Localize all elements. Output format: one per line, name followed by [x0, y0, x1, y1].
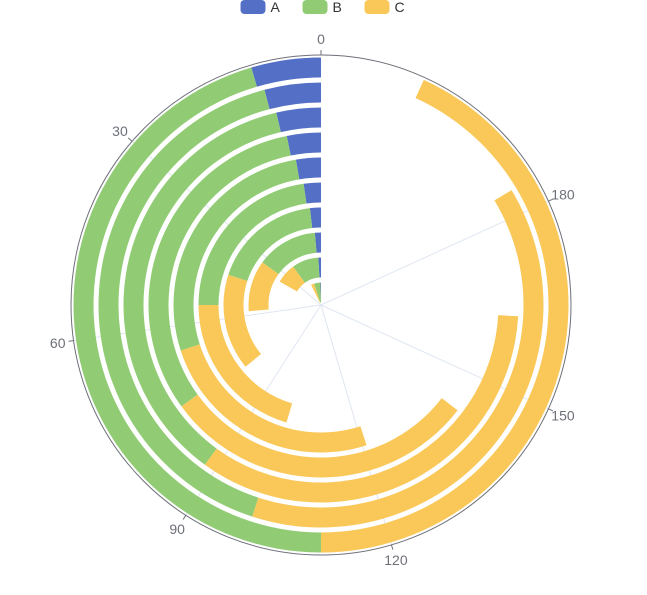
bar-A-5[interactable]	[303, 182, 321, 204]
legend-label: B	[333, 0, 342, 15]
angle-tick-label: 180	[551, 186, 575, 202]
angle-tick	[127, 137, 133, 142]
bar-A-10[interactable]	[251, 57, 321, 87]
bar-B-5[interactable]	[198, 183, 307, 305]
bar-A-6[interactable]	[295, 157, 321, 180]
bar-B-1[interactable]	[314, 282, 321, 303]
bar-B-4[interactable]	[228, 208, 313, 282]
bar-C-9[interactable]	[252, 190, 544, 528]
series-C	[180, 79, 569, 553]
bar-series-group	[73, 57, 569, 553]
series-A	[251, 57, 321, 303]
bar-B-2[interactable]	[293, 257, 320, 283]
bar-A-4[interactable]	[309, 207, 321, 229]
bar-B-8[interactable]	[123, 112, 281, 465]
bar-A-7[interactable]	[286, 132, 321, 156]
bar-A-3[interactable]	[314, 232, 321, 253]
bar-B-7[interactable]	[148, 135, 291, 407]
bar-C-2[interactable]	[279, 266, 305, 292]
bar-A-8[interactable]	[276, 107, 321, 133]
angle-tick-label: 0	[317, 31, 325, 47]
angle-tick	[548, 408, 554, 412]
bar-C-7[interactable]	[181, 394, 458, 478]
legend-item-C[interactable]: C	[364, 0, 405, 15]
angle-axis: 0 30 60 90 120 150 180	[50, 31, 575, 568]
bar-B-6[interactable]	[173, 159, 300, 351]
angle-tick-label: 30	[112, 123, 128, 139]
angle-tick	[182, 515, 187, 520]
bar-C-6[interactable]	[180, 344, 367, 453]
legend-item-A[interactable]: A	[240, 0, 281, 15]
angle-tick-label: 120	[384, 552, 408, 568]
bar-B-9[interactable]	[98, 89, 270, 517]
angle-tick-label: 60	[50, 335, 66, 351]
angle-tick-label: 90	[169, 521, 185, 537]
legend-swatch	[302, 0, 328, 14]
angle-tick	[548, 198, 554, 202]
legend-item-B[interactable]: B	[302, 0, 342, 15]
series-B	[73, 67, 321, 553]
bar-A-9[interactable]	[264, 82, 321, 110]
angle-tick	[390, 544, 394, 550]
legend[interactable]: A B C	[240, 0, 405, 15]
legend-swatch	[240, 0, 266, 14]
angle-tick-label: 150	[551, 408, 575, 424]
legend-label: C	[395, 0, 405, 15]
bar-C-8[interactable]	[204, 315, 519, 503]
bar-A-1[interactable]	[320, 282, 321, 303]
bar-C-4[interactable]	[223, 274, 261, 367]
bar-C-3[interactable]	[248, 262, 279, 312]
bar-A-2[interactable]	[318, 257, 321, 278]
legend-swatch	[364, 0, 390, 14]
bar-C-1[interactable]	[311, 283, 321, 303]
legend-label: A	[271, 0, 281, 15]
bar-C-5[interactable]	[198, 305, 293, 423]
bar-B-3[interactable]	[262, 232, 317, 275]
angle-tick	[68, 340, 74, 342]
